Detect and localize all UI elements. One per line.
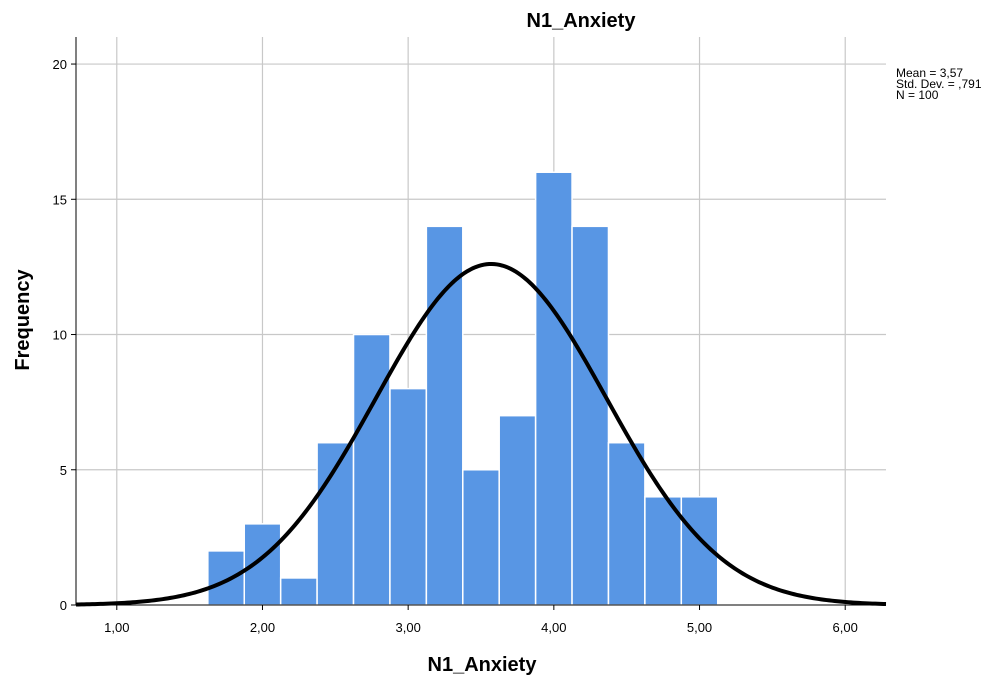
- grid-lines: [76, 37, 886, 605]
- histogram-bar: [462, 469, 500, 606]
- histogram-bars: [207, 171, 719, 606]
- histogram-bar: [207, 550, 246, 606]
- stats-line: N = 100: [896, 88, 939, 102]
- stats-line: Mean = 3,57: [896, 66, 963, 80]
- histogram-bar: [279, 577, 318, 606]
- x-tick-label: 1,00: [104, 620, 129, 635]
- stats-line: Std. Dev. = ,791: [896, 77, 982, 91]
- y-tick-label: 10: [53, 328, 67, 343]
- x-tick-label: 2,00: [250, 620, 275, 635]
- x-axis-title: N1_Anxiety: [428, 654, 538, 676]
- x-tick-label: 3,00: [396, 620, 421, 635]
- histogram-bar: [243, 523, 282, 606]
- axes: [71, 37, 886, 610]
- normal-curve: [75, 261, 887, 607]
- histogram-bar: [389, 387, 428, 606]
- histogram-bar: [534, 171, 573, 606]
- y-tick-label: 20: [53, 57, 67, 72]
- histogram-bar: [607, 441, 646, 606]
- y-tick-label: 15: [53, 192, 67, 207]
- histogram-bar: [425, 225, 464, 606]
- y-tick-label: 5: [60, 463, 67, 478]
- histogram-bar: [571, 225, 610, 606]
- x-tick-label: 4,00: [541, 620, 566, 635]
- histogram-bar: [498, 414, 537, 606]
- tick-labels: 1,00 2,00 3,00 4,00 5,00 6,00 0 5 10 15 20: [53, 57, 858, 635]
- y-tick-label: 0: [60, 598, 67, 613]
- histogram-bar: [644, 496, 683, 606]
- x-tick-label: 6,00: [833, 620, 858, 635]
- chart-title: N1_Anxiety: [527, 10, 637, 32]
- x-tick-label: 5,00: [687, 620, 712, 635]
- histogram-bar: [352, 333, 391, 606]
- y-axis-title: Frequency: [12, 269, 34, 371]
